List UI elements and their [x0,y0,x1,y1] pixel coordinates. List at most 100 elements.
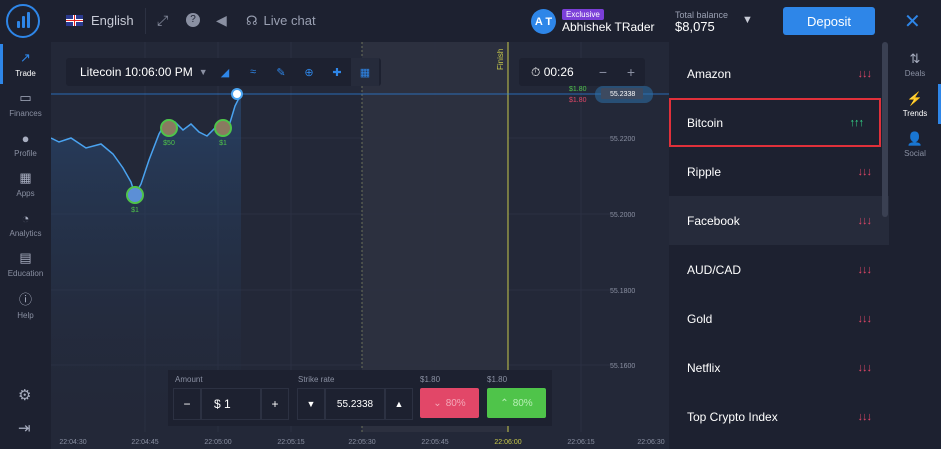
nav-education[interactable]: ▤ Education [0,244,51,284]
price-label: 55.1600 [610,363,635,370]
nav-finances[interactable]: ▭ Finances [0,84,51,124]
expiry-timer: ⏱ 00:26 − + [519,58,645,86]
trade-marker [160,119,178,137]
strike-value: 55.2338 [336,398,374,410]
balance-value[interactable]: $8,075 [675,19,715,34]
book-icon: ▤ [19,250,32,265]
nav-trade[interactable]: ↗ Trade [0,44,51,84]
nav-apps[interactable]: ▦ Apps [0,164,51,204]
divider [145,8,146,34]
amount-value: $ 1 [214,397,231,411]
logout-icon[interactable]: ⇥ [18,420,31,437]
chart-toolbar: Litecoin 10:06:00 PM ▼ ◢ ≈ ✎ ⊕ ✚ ▦ [66,58,381,86]
current-price-point [231,88,243,100]
trend-item-amazon[interactable]: Amazon ↓↓↓ [669,49,889,98]
amount-input[interactable]: $ 1 [201,388,261,420]
trend-name: Ripple [687,164,722,179]
add-user-icon[interactable]: ✚ [332,66,342,79]
user-icon: ● [21,130,30,146]
amount-increase-button[interactable]: + [261,388,289,420]
sort-icon: ⇅ [909,50,921,66]
trend-name: Amazon [687,66,732,81]
strike-up-button[interactable]: ▲ [385,388,413,420]
trend-item-top-crypto-index[interactable]: Top Crypto Index ↓↓↓ [669,392,889,441]
price-label: 55.1800 [610,288,635,295]
strike-down-button[interactable]: ▼ [297,388,325,420]
finish-label: Finish [496,49,505,70]
time-label: 22:05:00 [204,439,231,446]
nav-profile[interactable]: ● Profile [0,124,51,164]
user-name[interactable]: Abhishek TRader [562,20,655,34]
put-button[interactable]: ⌄ 80% [420,388,479,418]
trade-marker [126,186,144,204]
price-label-current: 55.2338 [610,91,635,98]
top-bar: English ⤢ ? ◀ ☊ Live chat A T Exclusive … [0,0,941,42]
call-percent: 80% [512,397,533,409]
strike-rate-input[interactable]: 55.2338 [325,388,385,420]
trend-name: AUD/CAD [687,262,742,277]
live-chat-button[interactable]: ☊ Live chat [246,13,316,29]
uk-flag-icon [66,15,83,26]
nav-label: Deals [904,68,926,78]
trend-name: Bitcoin [687,115,724,130]
trend-item-netflix[interactable]: Netflix ↓↓↓ [669,343,889,392]
fullscreen-icon[interactable]: ⤢ [157,12,169,28]
trends-scrollbar[interactable] [882,42,888,217]
nav-trends[interactable]: ⚡ Trends [889,84,941,124]
right-navigation: ⇅ Deals ⚡ Trends 👤 Social [889,42,941,449]
nav-label: Trade [15,69,36,78]
time-label: 22:05:15 [277,439,304,446]
pencil-icon[interactable]: ✎ [276,66,286,79]
area-chart-icon[interactable]: ◢ [220,66,230,79]
help-icon[interactable]: ? [186,13,200,27]
trend-item-bitcoin[interactable]: Bitcoin ↑↑↑ [669,98,881,147]
chevron-down-icon: ▼ [198,67,208,77]
nav-analytics[interactable]: ◔ Analytics [0,204,51,244]
trend-down-arrows-icon: ↓↓↓ [857,67,872,80]
crosshair-icon[interactable]: ⊕ [304,66,314,79]
settings-icon[interactable]: ⚙ [18,387,32,404]
nav-label: Finances [9,109,42,118]
nav-help[interactable]: ⓘ Help [0,284,51,324]
arrow-up-icon: ⌃ [500,397,509,409]
chart-line-icon: ↗ [20,50,31,65]
trend-name: Facebook [687,213,740,228]
trend-item-gold[interactable]: Gold ↓↓↓ [669,294,889,343]
indicators-icon[interactable]: ≈ [249,66,257,78]
trade-marker-amount: $1 [219,140,227,147]
lightning-icon: ⚡ [906,90,924,106]
overlay-down-payout: $1.80 [569,97,587,104]
trend-item-audcad[interactable]: AUD/CAD ↓↓↓ [669,245,889,294]
trend-down-arrows-icon: ↓↓↓ [857,214,872,227]
trend-name: Gold [687,311,713,326]
avatar[interactable]: A T [531,9,556,34]
time-label: 22:04:45 [131,439,158,446]
nav-social[interactable]: 👤 Social [889,124,941,164]
amount-decrease-button[interactable]: − [173,388,201,420]
trend-down-arrows-icon: ↓↓↓ [857,361,872,374]
timer-decrease-button[interactable]: − [598,64,608,80]
arrow-down-icon: ⌄ [433,397,442,409]
sound-icon[interactable]: ◀ [216,12,227,28]
chevron-down-icon[interactable]: ▼ [742,14,753,26]
chart-canvas: Finish $1 $50 $1 $1.80 $1.80 55.2338 55.… [51,42,669,446]
asset-selector[interactable]: Litecoin 10:06:00 PM ▼ [66,65,211,79]
asset-label: Litecoin 10:06:00 PM [80,65,193,79]
nav-deals[interactable]: ⇅ Deals [889,44,941,84]
deposit-button[interactable]: Deposit [783,7,875,35]
close-icon[interactable]: ✕ [904,11,921,33]
trend-item-facebook[interactable]: Facebook ↓↓↓ [669,196,889,245]
time-label: 22:05:30 [348,439,375,446]
headset-icon: ☊ [246,13,258,28]
trend-item-ripple[interactable]: Ripple ↓↓↓ [669,147,889,196]
trend-down-arrows-icon: ↓↓↓ [857,312,872,325]
time-label: 22:05:45 [421,439,448,446]
layout-icon[interactable]: ▦ [351,58,379,86]
trade-marker [214,119,232,137]
add-user-icon: 👤 [906,130,924,146]
language-selector[interactable]: English [66,13,134,28]
timer-value[interactable]: ⏱ 00:26 [519,65,589,80]
app-logo[interactable] [6,4,40,38]
call-button[interactable]: ⌃ 80% [487,388,546,418]
timer-increase-button[interactable]: + [626,64,636,80]
